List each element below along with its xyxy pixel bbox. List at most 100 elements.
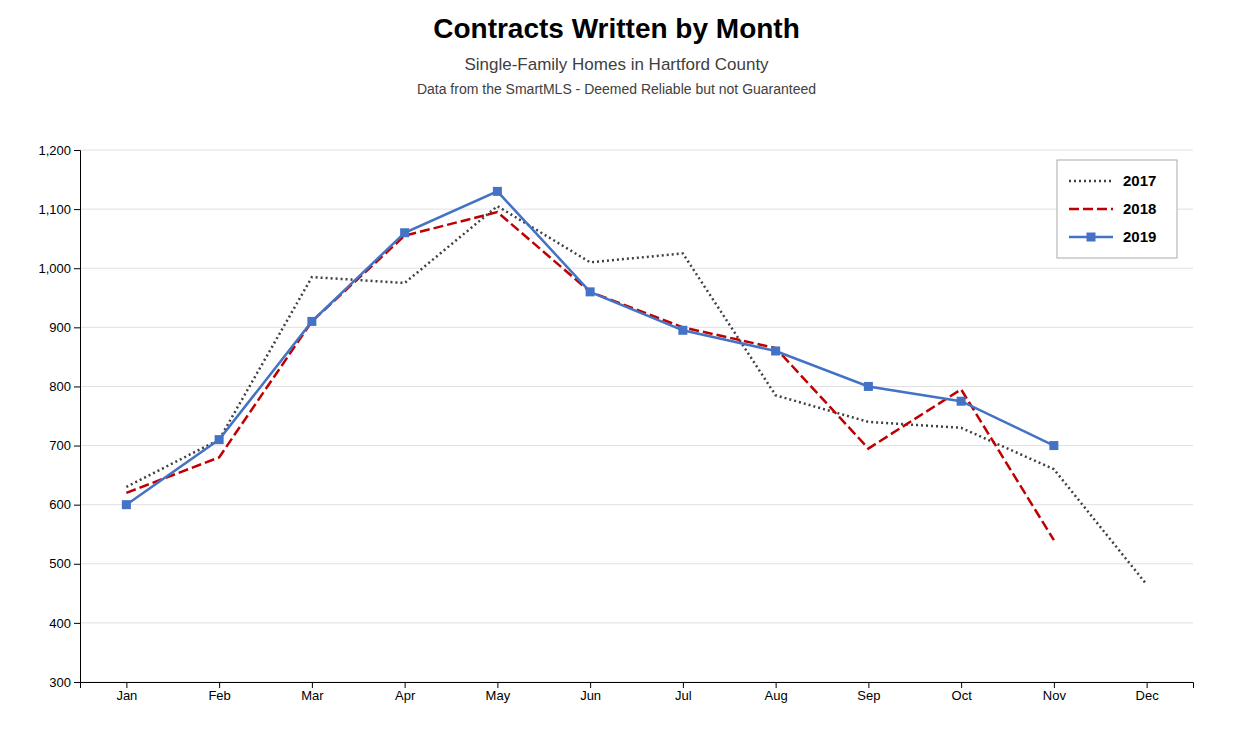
tick: Nov xyxy=(1043,682,1067,703)
tick-mark xyxy=(776,682,777,688)
tick-mark xyxy=(497,682,498,688)
point xyxy=(400,228,409,237)
grid-line xyxy=(80,445,1193,446)
tick: 400 xyxy=(49,616,80,631)
x-axis: Jan Feb Mar Apr May Jun Jul Aug Sep Oct Nov Dec xyxy=(81,682,1194,703)
tick: 1,200 xyxy=(38,143,80,158)
tick-label: 400 xyxy=(49,616,71,631)
grid xyxy=(80,150,1193,682)
grid-line xyxy=(80,150,1193,151)
title: Contracts Written by Month xyxy=(433,13,800,44)
tick: 500 xyxy=(49,556,80,571)
legend-swatch xyxy=(1069,180,1113,183)
subtitle: Data from the SmartMLS - Deemed Reliable… xyxy=(417,81,816,97)
point xyxy=(1049,441,1058,450)
tick-mark xyxy=(74,623,80,624)
series-line xyxy=(126,206,1146,584)
tick: Dec xyxy=(1136,682,1160,703)
grid-line xyxy=(80,268,1193,269)
tick-mark xyxy=(126,682,127,688)
legend-label: 2017 xyxy=(1123,172,1156,189)
marks xyxy=(122,187,1147,585)
series-line xyxy=(126,191,1054,504)
tick-mark xyxy=(74,564,80,565)
tick: May xyxy=(486,682,511,703)
tick-label: Oct xyxy=(952,688,973,703)
tick-label: Jun xyxy=(580,688,601,703)
tick-label: 1,200 xyxy=(38,143,71,158)
tick-mark xyxy=(74,327,80,328)
grid-line xyxy=(80,563,1193,564)
tick-mark xyxy=(312,682,313,688)
tick: 1,000 xyxy=(38,261,80,276)
tick-mark xyxy=(683,682,684,688)
tick: 800 xyxy=(49,379,80,394)
tick: Sep xyxy=(857,682,880,703)
tick-label: 300 xyxy=(49,675,71,690)
tick-mark xyxy=(74,505,80,506)
tick-label: Feb xyxy=(208,688,230,703)
point xyxy=(215,435,224,444)
point xyxy=(493,187,502,196)
tick-label: 1,000 xyxy=(38,261,71,276)
tick: 1,100 xyxy=(38,202,80,217)
tick: Jul xyxy=(675,682,692,703)
tick: Feb xyxy=(208,682,230,703)
tick: Jun xyxy=(580,682,601,703)
point xyxy=(586,287,595,296)
tick-label: Mar xyxy=(301,688,324,703)
chart: Contracts Written by Month Single-Family … xyxy=(0,0,1233,732)
legend-item: 2019 xyxy=(1069,228,1156,245)
tick: Apr xyxy=(395,682,416,703)
point xyxy=(771,346,780,355)
tick-mark xyxy=(590,682,591,688)
grid-line xyxy=(80,386,1193,387)
y-axis: 300 400 500 600 700 800 900 1,000 1,100 1,200 xyxy=(38,143,80,690)
axis-line xyxy=(81,683,1194,689)
tick-mark xyxy=(74,386,80,387)
plot-area: 300 400 500 600 700 800 900 1,000 1,100 1,200 Jan F… xyxy=(38,143,1193,704)
tick: Oct xyxy=(952,682,973,703)
tick: Aug xyxy=(765,682,788,703)
tick-mark xyxy=(961,682,962,688)
point xyxy=(678,326,687,335)
axis-line xyxy=(74,151,81,683)
tick-label: 1,100 xyxy=(38,202,71,217)
tick-mark xyxy=(74,268,80,269)
tick-label: Apr xyxy=(395,688,416,703)
legend-box xyxy=(1057,160,1177,258)
series-line xyxy=(126,212,1054,540)
legend-label: 2019 xyxy=(1123,228,1156,245)
grid-line xyxy=(80,209,1193,210)
tick-label: Jul xyxy=(675,688,692,703)
tick-mark xyxy=(868,682,869,688)
grid-line xyxy=(80,504,1193,505)
tick-mark xyxy=(405,682,406,688)
tick-mark xyxy=(74,446,80,447)
tick-label: 800 xyxy=(49,379,71,394)
legend-marker xyxy=(1087,233,1096,242)
tick-label: Aug xyxy=(765,688,788,703)
tick-label: Sep xyxy=(857,688,880,703)
tick-label: 900 xyxy=(49,320,71,335)
tick-mark xyxy=(1147,682,1148,688)
point xyxy=(864,382,873,391)
grid-line xyxy=(80,622,1193,623)
tick-label: Nov xyxy=(1043,688,1067,703)
tick-mark xyxy=(74,150,80,151)
tick: Jan xyxy=(116,682,137,703)
tick-label: 500 xyxy=(49,556,71,571)
tick: 600 xyxy=(49,497,80,512)
legend: 2017 2018 2019 xyxy=(1057,160,1177,258)
tick-label: 600 xyxy=(49,497,71,512)
tick-label: Jan xyxy=(116,688,137,703)
point xyxy=(307,317,316,326)
grid-line xyxy=(80,327,1193,328)
subtitle: Single-Family Homes in Hartford County xyxy=(464,55,769,74)
tick-label: May xyxy=(486,688,511,703)
point xyxy=(957,397,966,406)
tick: Mar xyxy=(301,682,324,703)
legend-item: 2018 xyxy=(1069,200,1156,217)
tick: 700 xyxy=(49,438,80,453)
tick-mark xyxy=(74,682,80,683)
